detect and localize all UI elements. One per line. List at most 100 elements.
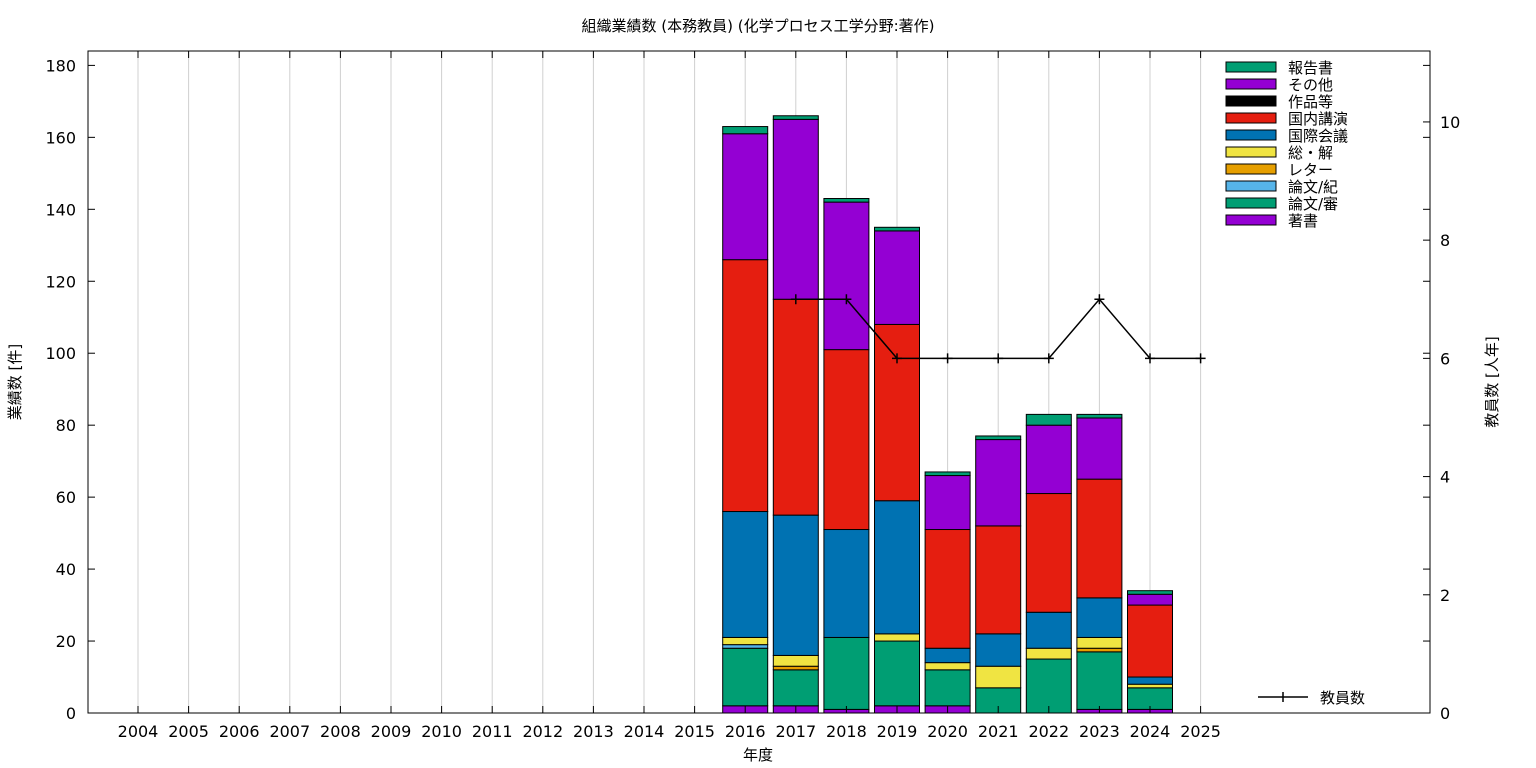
bar-segment xyxy=(1076,651,1123,710)
bar-segment xyxy=(1025,493,1072,613)
bar-segment xyxy=(722,126,769,135)
legend-swatch xyxy=(1225,61,1277,73)
bar-segment xyxy=(874,633,920,642)
bar-segment xyxy=(874,226,920,232)
bar-segment xyxy=(1127,590,1173,595)
x-tick-label: 2012 xyxy=(522,722,563,741)
x-tick-label: 2009 xyxy=(371,722,412,741)
x-axis-ticks: 2004 2005 2006 2007 2008 2009 2010 2011 2012 2013… xyxy=(118,51,1221,741)
bar-segment xyxy=(874,323,920,502)
y2-tick-label: 2 xyxy=(1440,586,1450,605)
bar-segment xyxy=(924,647,971,664)
bar-segment xyxy=(772,514,819,656)
y2-tick-label: 6 xyxy=(1440,349,1450,368)
y-tick-label: 80 xyxy=(56,416,76,435)
x-tick-label: 2022 xyxy=(1028,722,1069,741)
bar-segment xyxy=(722,644,769,649)
legend-label: 国際会議 xyxy=(1288,127,1348,145)
plot-frame xyxy=(87,50,1431,714)
bar-segment xyxy=(823,349,870,531)
bar-segment xyxy=(772,665,819,671)
x-tick-label: 2014 xyxy=(624,722,665,741)
bar-segment xyxy=(722,511,769,638)
bar-segment xyxy=(722,133,769,261)
y2-tick-label: 10 xyxy=(1440,113,1460,132)
bar-segment xyxy=(975,439,1022,527)
x-tick-label: 2019 xyxy=(877,722,918,741)
bar-segment xyxy=(1076,636,1123,649)
y-tick-label: 160 xyxy=(45,128,76,147)
bar-segment xyxy=(772,118,819,300)
legend-swatch xyxy=(1225,197,1277,209)
x-tick-label: 2011 xyxy=(472,722,513,741)
bar-segment xyxy=(975,665,1022,689)
legend-label: 著書 xyxy=(1288,212,1318,230)
bar-segment xyxy=(1076,478,1123,599)
bar-segment xyxy=(772,298,819,516)
bar-segment xyxy=(1025,424,1072,495)
bar-segment xyxy=(1076,417,1123,480)
bar-segment xyxy=(1127,683,1173,689)
bar-segment xyxy=(975,525,1022,635)
x-tick-label: 2005 xyxy=(168,722,209,741)
legend-label: 論文/紀 xyxy=(1288,178,1338,196)
y-tick-label: 100 xyxy=(45,344,76,363)
x-tick-label: 2016 xyxy=(725,722,766,741)
legend-swatch xyxy=(1225,129,1277,141)
legend-swatch xyxy=(1225,163,1277,175)
bar-segment xyxy=(874,500,920,635)
x-tick-label: 2010 xyxy=(421,722,462,741)
y-tick-label: 140 xyxy=(45,200,76,219)
x-tick-label: 2007 xyxy=(269,722,310,741)
legend-swatch xyxy=(1225,78,1277,90)
y-tick-label: 60 xyxy=(56,488,76,507)
legend-swatch xyxy=(1225,95,1277,107)
bar-segment xyxy=(874,230,920,325)
bar-segment xyxy=(823,201,870,351)
x-tick-label: 2025 xyxy=(1180,722,1221,741)
bar-segment xyxy=(772,115,819,120)
y-tick-label: 0 xyxy=(66,704,76,723)
bar-segment xyxy=(823,636,870,710)
x-tick-label: 2015 xyxy=(674,722,715,741)
bar-segment xyxy=(874,640,920,707)
legend-label: 作品等 xyxy=(1288,93,1333,111)
bar-segment xyxy=(1076,647,1123,653)
x-tick-label: 2004 xyxy=(118,722,159,741)
bar-segment xyxy=(722,647,769,707)
bar-segment xyxy=(1076,413,1123,419)
legend-line-label: 教員数 xyxy=(1320,689,1365,707)
x-tick-label: 2018 xyxy=(826,722,867,741)
legend-label: その他 xyxy=(1288,76,1333,94)
y2-tick-label: 4 xyxy=(1440,468,1450,487)
y2-tick-label: 0 xyxy=(1440,704,1450,723)
bar-segment xyxy=(1025,647,1072,660)
legend-swatch xyxy=(1225,112,1277,124)
bar-segment xyxy=(975,435,1022,441)
bar-segment xyxy=(1025,658,1072,714)
bar-segment xyxy=(975,633,1022,667)
bar-segment xyxy=(722,636,769,646)
x-tick-label: 2013 xyxy=(573,722,614,741)
bar-segment xyxy=(823,529,870,638)
bar-segment xyxy=(772,669,819,707)
legend-swatch xyxy=(1225,214,1277,226)
bar-segment xyxy=(722,259,769,513)
x-tick-label: 2006 xyxy=(219,722,260,741)
y2-axis-label: 教員数 [人年] xyxy=(1483,336,1501,427)
y-axis-label: 業績数 [件] xyxy=(6,344,24,420)
bar-segment xyxy=(1127,593,1173,606)
y-tick-label: 180 xyxy=(45,56,76,75)
legend-swatch xyxy=(1225,146,1277,158)
x-tick-label: 2008 xyxy=(320,722,361,741)
y-tick-label: 40 xyxy=(56,560,76,579)
legend-line: 教員数 xyxy=(1258,689,1365,707)
legend-label: 国内講演 xyxy=(1288,110,1348,128)
legend-label: レター xyxy=(1288,161,1333,179)
legend-label: 報告書 xyxy=(1288,59,1333,77)
bar-segment xyxy=(924,475,971,531)
bar-segment xyxy=(1076,597,1123,638)
x-tick-label: 2024 xyxy=(1130,722,1171,741)
